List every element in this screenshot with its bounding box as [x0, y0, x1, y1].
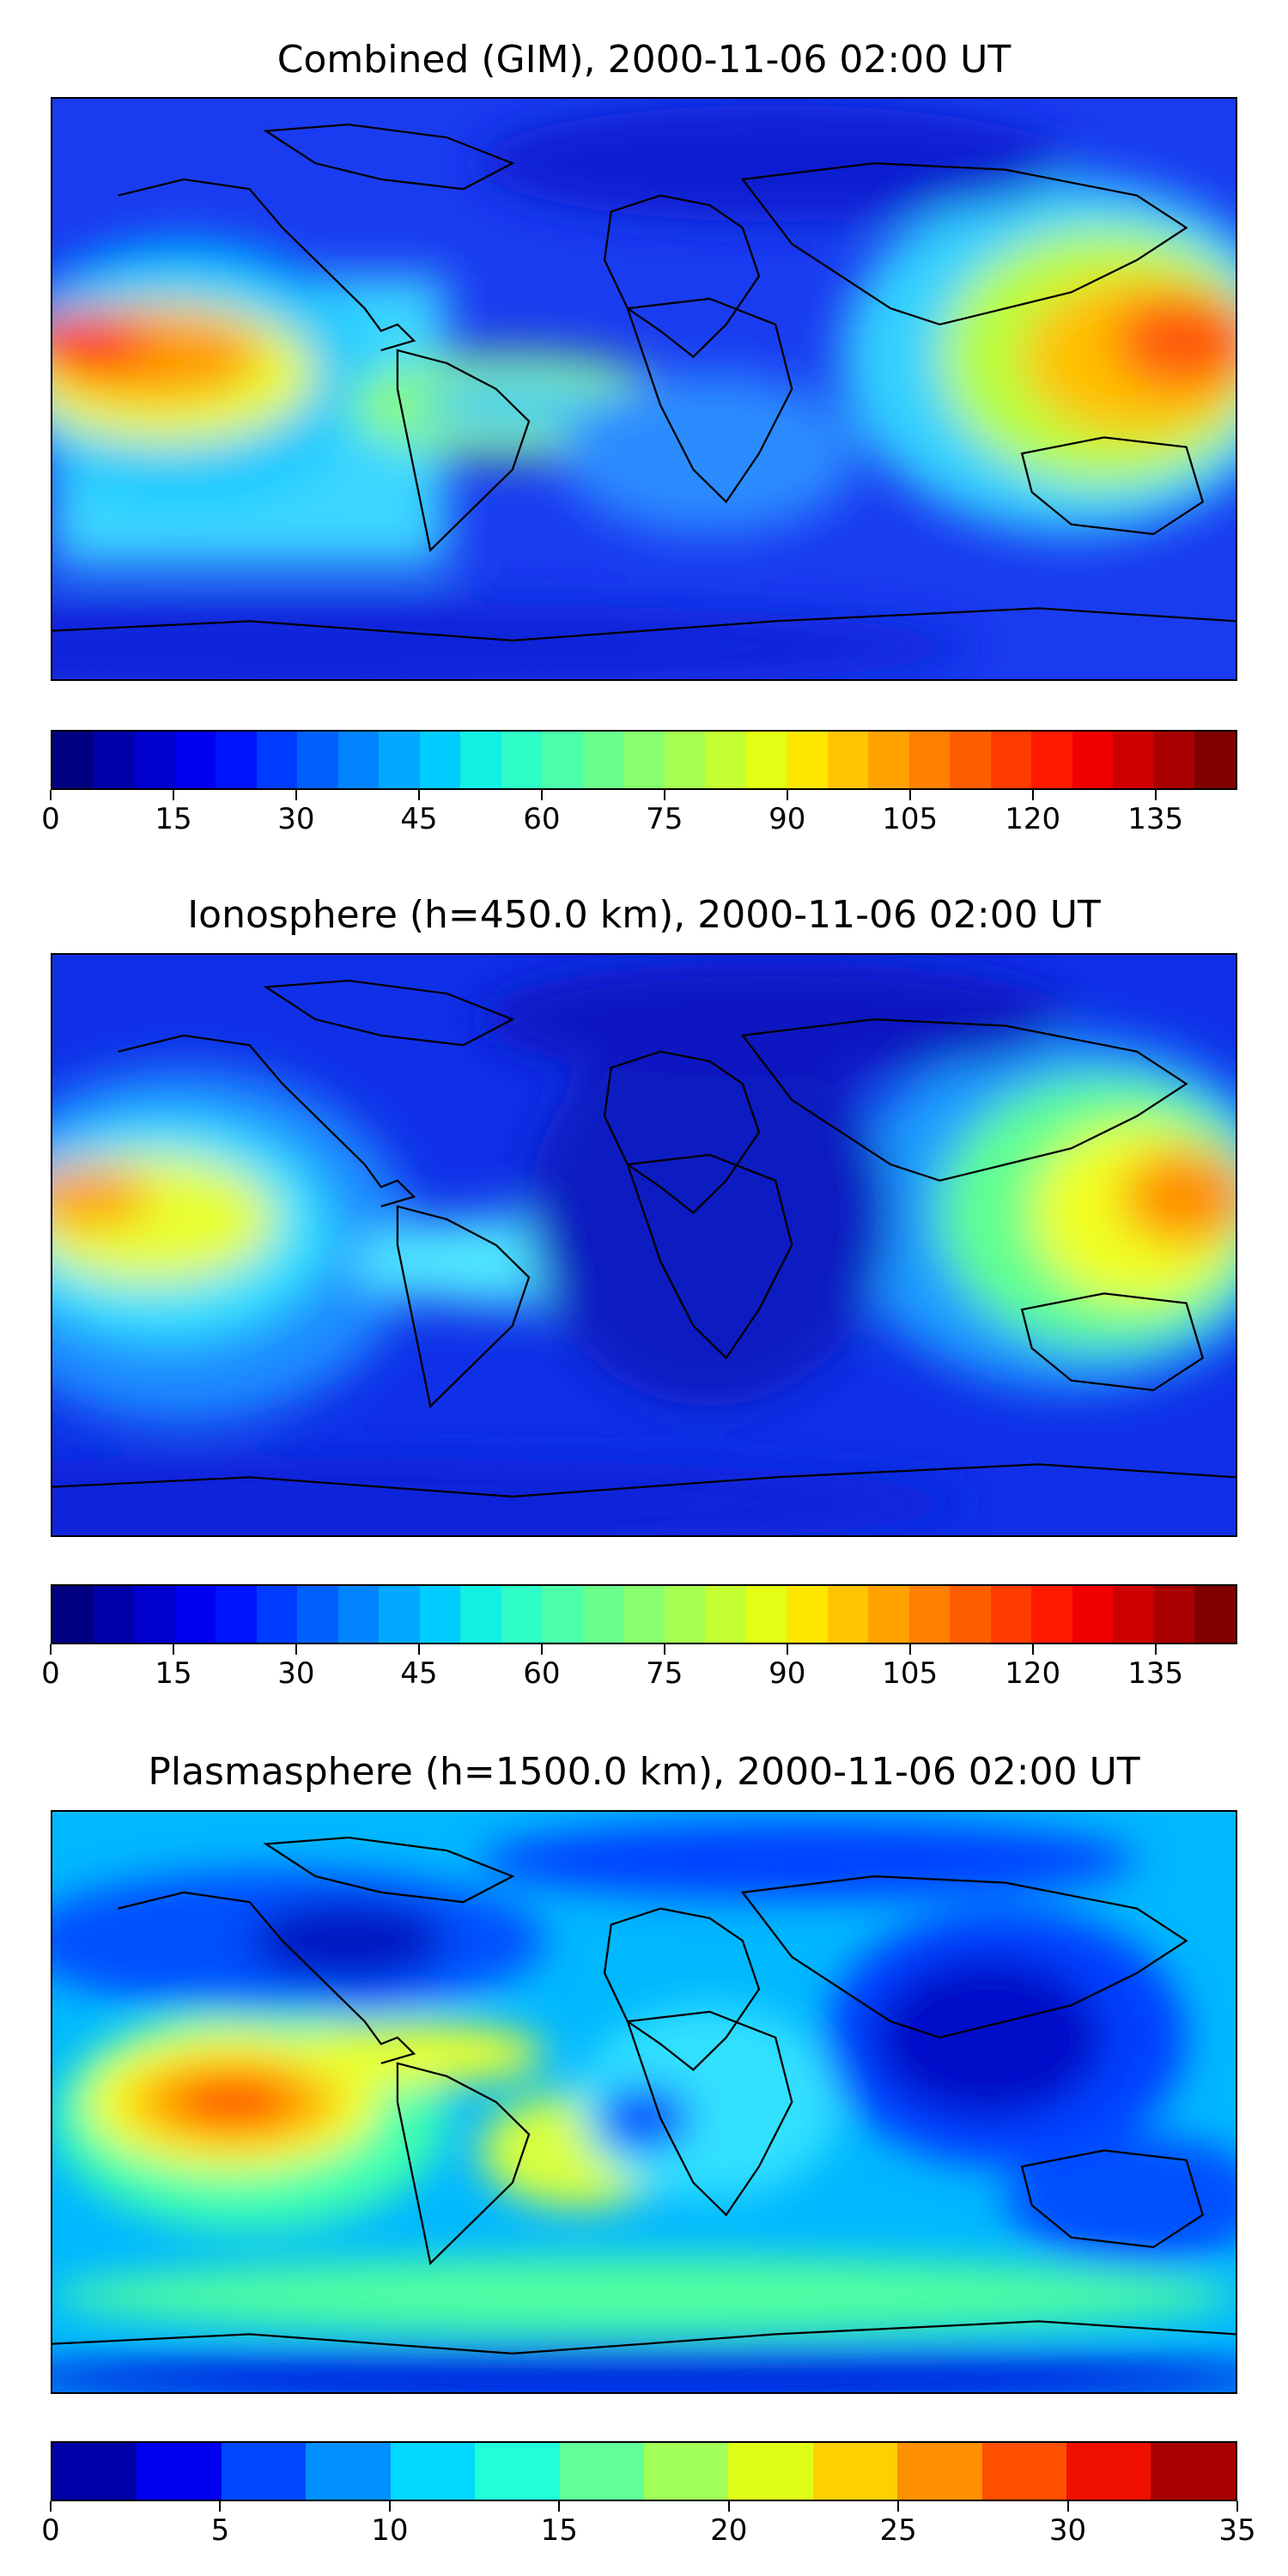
colorbar-tick-label: 20 [710, 2513, 748, 2548]
colorbar-tick-label: 90 [769, 802, 806, 836]
tec-field-plasmasphere [52, 1812, 1236, 2392]
colorbar-ionosphere [51, 1584, 1237, 1644]
colorbar-tick [558, 2501, 561, 2512]
colorbar-tick-label: 105 [882, 1656, 939, 1691]
colorbar-tick-label: 30 [1048, 2513, 1087, 2548]
colorbar-tick [50, 2501, 52, 2512]
colorbar-tick [786, 790, 788, 800]
colorbar-combined [51, 730, 1237, 790]
colorbar-tick-label: 120 [1005, 802, 1061, 836]
colorbar-tick-label: 30 [277, 802, 315, 836]
chart-title-ionosphere: Ionosphere (h=450.0 km), 2000-11-06 02:0… [187, 893, 1101, 937]
colorbar-tick [1031, 1644, 1034, 1655]
colorbar-tick-label: 135 [1127, 802, 1184, 836]
map-combined [51, 97, 1237, 681]
colorbar-tick-label: 10 [371, 2513, 409, 2548]
colorbar-tick-label: 75 [646, 1656, 683, 1691]
colorbar-tick-label: 0 [41, 802, 60, 836]
colorbar-tick-label: 105 [882, 802, 939, 836]
colorbar-tick-label: 60 [523, 802, 561, 836]
colorbar-tick [1031, 790, 1034, 800]
colorbar-tick-label: 30 [277, 1656, 315, 1691]
map-plasmasphere [51, 1810, 1237, 2394]
colorbar-tick [1154, 790, 1157, 800]
colorbar-tick [295, 1644, 297, 1655]
colorbar-tick [172, 790, 174, 800]
colorbar-tick [908, 1644, 911, 1655]
colorbar-tick [417, 1644, 420, 1655]
colorbar-tick-label: 135 [1127, 1656, 1184, 1691]
colorbar-tick-label: 75 [646, 802, 683, 836]
colorbar-tick [172, 1644, 174, 1655]
chart-title-plasmasphere: Plasmasphere (h=1500.0 km), 2000-11-06 0… [148, 1750, 1140, 1794]
colorbar-tick [295, 790, 297, 800]
colorbar-tick [786, 1644, 788, 1655]
colorbar-tick-label: 35 [1218, 2513, 1256, 2548]
colorbar-tick [663, 1644, 665, 1655]
colorbar-tick-label: 15 [155, 802, 192, 836]
tec-field-combined [52, 99, 1236, 679]
colorbar-tick-label: 60 [523, 1656, 561, 1691]
colorbar-tick-label: 90 [769, 1656, 806, 1691]
chart-title-combined: Combined (GIM), 2000-11-06 02:00 UT [276, 38, 1012, 82]
colorbar-tick [727, 2501, 730, 2512]
map-ionosphere [51, 953, 1237, 1537]
tec-field-ionosphere [52, 955, 1236, 1535]
colorbar-plasmasphere [51, 2441, 1237, 2501]
colorbar-tick [540, 1644, 543, 1655]
colorbar-tick-label: 0 [41, 2513, 60, 2548]
colorbar-tick [1154, 1644, 1157, 1655]
coastlines [52, 1836, 1236, 2355]
colorbar-tick [417, 790, 420, 800]
colorbar-tick [897, 2501, 900, 2512]
colorbar-tick [540, 790, 543, 800]
colorbar-tick-label: 25 [879, 2513, 917, 2548]
coastlines [52, 979, 1236, 1498]
colorbar-tick [663, 790, 665, 800]
colorbar-tick-label: 45 [400, 802, 438, 836]
colorbar-tick-label: 5 [210, 2513, 230, 2548]
colorbar-tick-label: 120 [1005, 1656, 1061, 1691]
colorbar-tick [388, 2501, 391, 2512]
colorbar-tick-label: 15 [540, 2513, 578, 2548]
colorbar-tick-label: 45 [400, 1656, 438, 1691]
colorbar-tick [1236, 2501, 1238, 2512]
colorbar-tick [50, 790, 52, 800]
colorbar-tick-label: 15 [155, 1656, 192, 1691]
colorbar-tick [50, 1644, 52, 1655]
colorbar-tick [219, 2501, 222, 2512]
colorbar-tick [1066, 2501, 1069, 2512]
colorbar-tick-label: 0 [41, 1656, 60, 1691]
coastlines [52, 123, 1236, 642]
colorbar-tick [908, 790, 911, 800]
